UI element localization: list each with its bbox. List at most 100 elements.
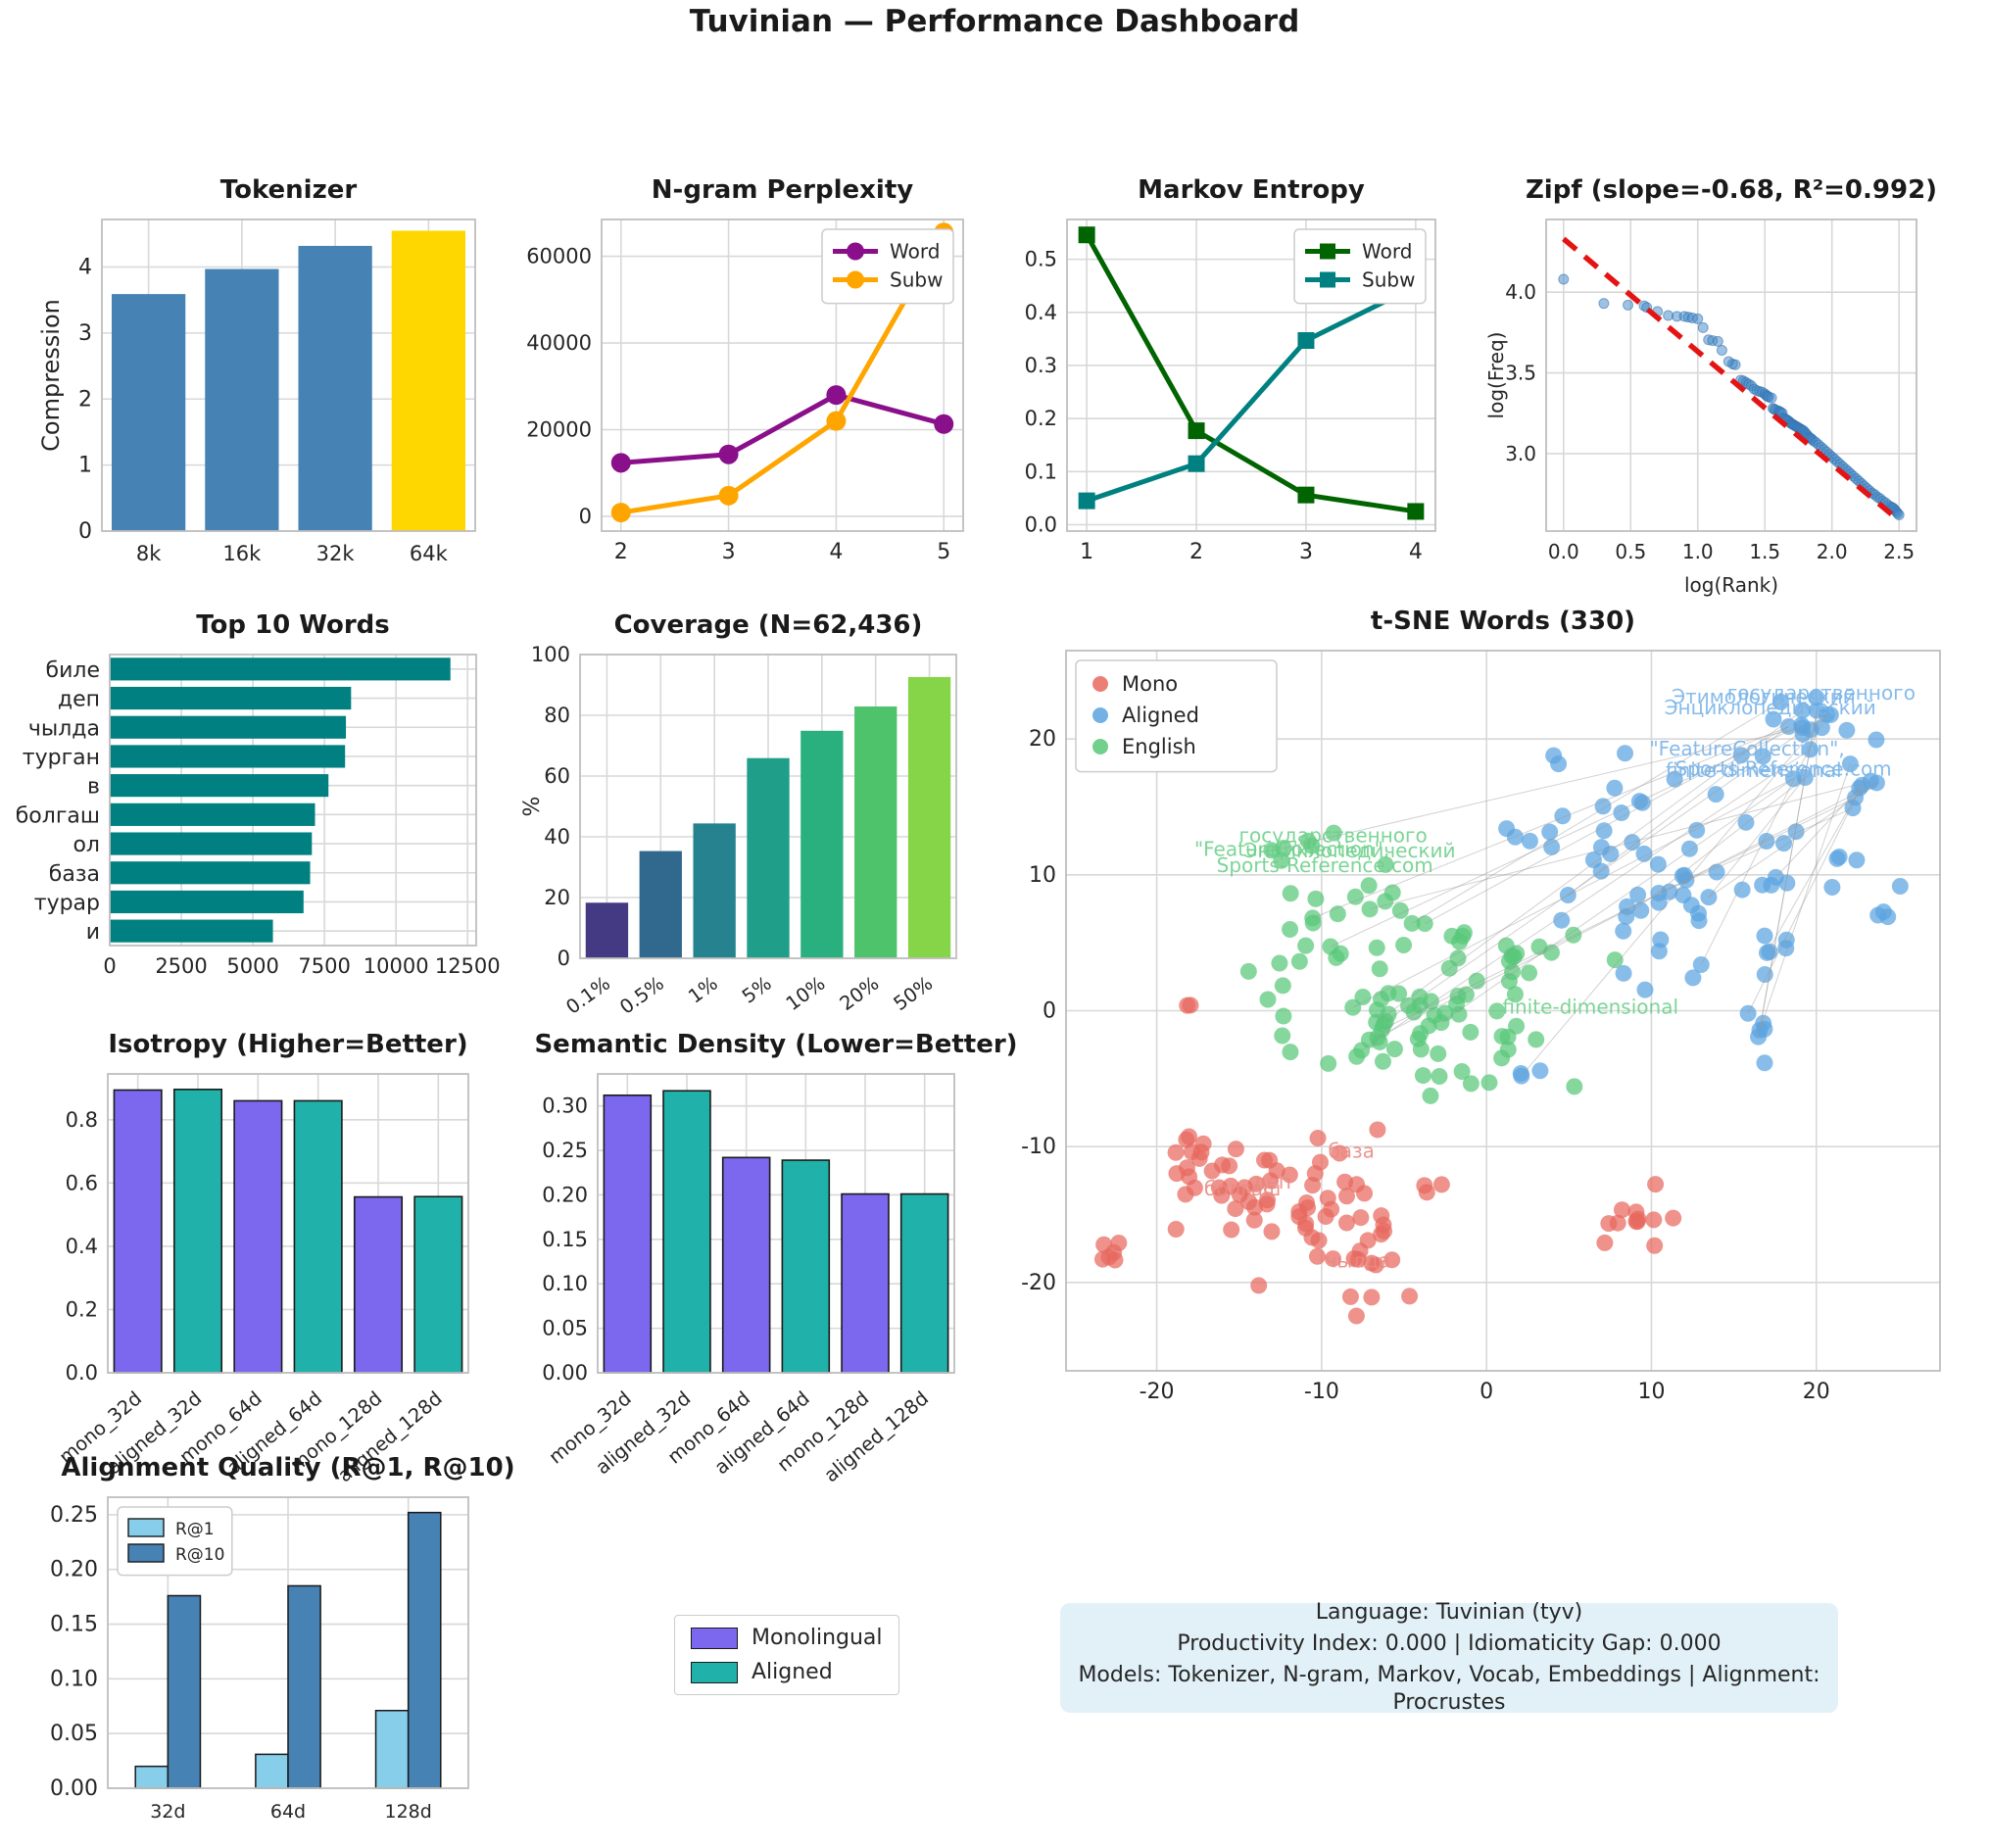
y-tick-label: 0 xyxy=(1043,999,1056,1024)
bar xyxy=(662,1090,711,1374)
point-label: болгаш xyxy=(1204,1177,1281,1200)
y-tick-label: 3 xyxy=(78,321,92,346)
legend-swatch xyxy=(127,1518,165,1537)
bar xyxy=(841,1192,890,1374)
embedding-legend: Monolingual Aligned xyxy=(674,1615,899,1695)
x-tick-label: 2 xyxy=(1189,540,1203,564)
y-tick-label: 60 xyxy=(544,764,570,788)
semantic-density-chart: 0.00 0.05 0.10 0.15 0.20 0.25 0.30 mono_32d alig… xyxy=(517,1027,1017,1486)
data-point xyxy=(1407,503,1425,520)
bar xyxy=(747,757,790,958)
x-tick-label: 0 xyxy=(1480,1380,1493,1404)
bar xyxy=(907,676,951,958)
y-tick-label: 0 xyxy=(558,947,570,970)
x-tick-label: 5000 xyxy=(226,954,278,978)
data-point xyxy=(718,485,739,506)
x-tick-label: 3 xyxy=(1299,540,1313,564)
bar xyxy=(134,1765,170,1789)
y-tick-label: 0.5 xyxy=(1025,248,1057,271)
x-tick-label: 0.5% xyxy=(615,972,668,1019)
legend-label: Aligned xyxy=(1122,704,1199,727)
bar xyxy=(413,1195,463,1374)
tsne-chart: Этимологический государственного Энциклопе… xyxy=(1019,604,1950,1432)
bar xyxy=(639,851,682,958)
data-point xyxy=(934,413,954,434)
chart-title: Tokenizer xyxy=(220,175,358,205)
y-tick-label: болгаш xyxy=(16,803,100,828)
y-tick-label: ол xyxy=(73,833,100,857)
plot-border xyxy=(107,1073,469,1374)
y-tick-label: 0 xyxy=(78,519,92,544)
data-point xyxy=(1078,226,1095,244)
chart-title: Top 10 Words xyxy=(196,610,390,640)
top-words-chart: биле деп чылда турган в болгаш ол база турар и 0 25… xyxy=(16,606,501,1002)
bar xyxy=(110,890,304,914)
x-tick-label: 7500 xyxy=(298,954,350,978)
tsne-svg: ЭтимологическийгосударственногоЭнциклопе… xyxy=(1021,607,1941,1404)
chart-title: Coverage (N=62,436) xyxy=(614,610,923,640)
chart-title: t-SNE Words (330) xyxy=(1371,607,1635,636)
y-tick-label: 0.20 xyxy=(50,1558,98,1582)
y-tick-label: турган xyxy=(23,746,100,770)
x-axis-label: log(Rank) xyxy=(1684,573,1778,597)
y-tick-label: 0 xyxy=(579,505,592,528)
bar xyxy=(374,1709,410,1789)
bar xyxy=(205,268,279,531)
bar xyxy=(298,245,372,531)
bar xyxy=(110,745,346,768)
y-tick-label: турар xyxy=(34,891,100,915)
y-axis-label: % xyxy=(520,797,545,817)
y-tick-label: 2 xyxy=(78,387,92,412)
x-tick-label: 3 xyxy=(722,540,736,564)
bar xyxy=(110,774,329,798)
bar xyxy=(110,832,313,855)
legend-label: R@10 xyxy=(175,1545,224,1565)
x-tick-label: 12500 xyxy=(435,954,501,978)
point-label: finite-dimensional xyxy=(1502,995,1678,1018)
x-tick-label: 10 xyxy=(1637,1380,1665,1404)
x-tick-label: 64d xyxy=(270,1801,306,1823)
x-tick-label: aligned_128d xyxy=(820,1386,933,1486)
isotropy-chart: 0.0 0.2 0.4 0.6 0.8 mono_32d aligned_32d mono_6… xyxy=(27,1027,488,1486)
y-tick-label: 10 xyxy=(1029,863,1056,888)
y-tick-label: 60000 xyxy=(526,245,592,268)
y-tick-label: 80 xyxy=(544,704,570,727)
point-label: база xyxy=(1328,1139,1374,1162)
x-tick-label: 8k xyxy=(136,542,162,565)
plot-border xyxy=(1065,650,1941,1372)
plot-border xyxy=(601,219,964,532)
y-tick-label: 4.0 xyxy=(1505,280,1536,304)
summary-language: Language: Tuvinian (tyv) xyxy=(1315,1600,1583,1625)
y-tick-label: 0.05 xyxy=(542,1317,588,1340)
y-tick-label: 0.4 xyxy=(66,1235,98,1258)
coverage-svg: 0 20 40 60 80 100 0.1% 0.5% 1% 5% 10% 20% 50%% Covera… xyxy=(520,610,957,1019)
x-tick-label: 1 xyxy=(1080,540,1093,564)
x-tick-label: 4 xyxy=(829,540,843,564)
y-tick-label: биле xyxy=(46,658,100,683)
x-tick-label: 10000 xyxy=(364,954,429,978)
y-tick-label: 0.10 xyxy=(542,1272,588,1295)
data-point xyxy=(826,385,847,406)
point-label: государственного xyxy=(1239,824,1428,848)
y-tick-label: 0.1 xyxy=(1025,460,1057,483)
point-label: "FeatureCollection", xyxy=(1649,737,1844,760)
series-R@10 xyxy=(167,1511,442,1789)
page-title: Tuvinian — Performance Dashboard xyxy=(689,4,1300,39)
data-point xyxy=(1078,492,1095,510)
x-tick-label: 32k xyxy=(316,542,356,565)
y-tick-label: 40 xyxy=(544,825,570,849)
point-label: finite-dimensional xyxy=(1666,758,1842,782)
aligned-points xyxy=(1498,689,1909,1085)
data-point xyxy=(826,411,847,431)
legend-label: Word xyxy=(1362,240,1412,264)
data-point xyxy=(610,503,631,523)
chart-title: N-gram Perplexity xyxy=(652,175,913,205)
x-tick-label: 1.0 xyxy=(1682,540,1714,563)
legend-label: Subw xyxy=(890,268,943,292)
bar xyxy=(167,1594,202,1789)
chart-title: Alignment Quality (R@1, R@10) xyxy=(61,1453,514,1483)
x-tick-label: 2.5 xyxy=(1883,540,1915,563)
data-point xyxy=(1188,422,1205,440)
y-tick-label: 20 xyxy=(544,886,570,909)
